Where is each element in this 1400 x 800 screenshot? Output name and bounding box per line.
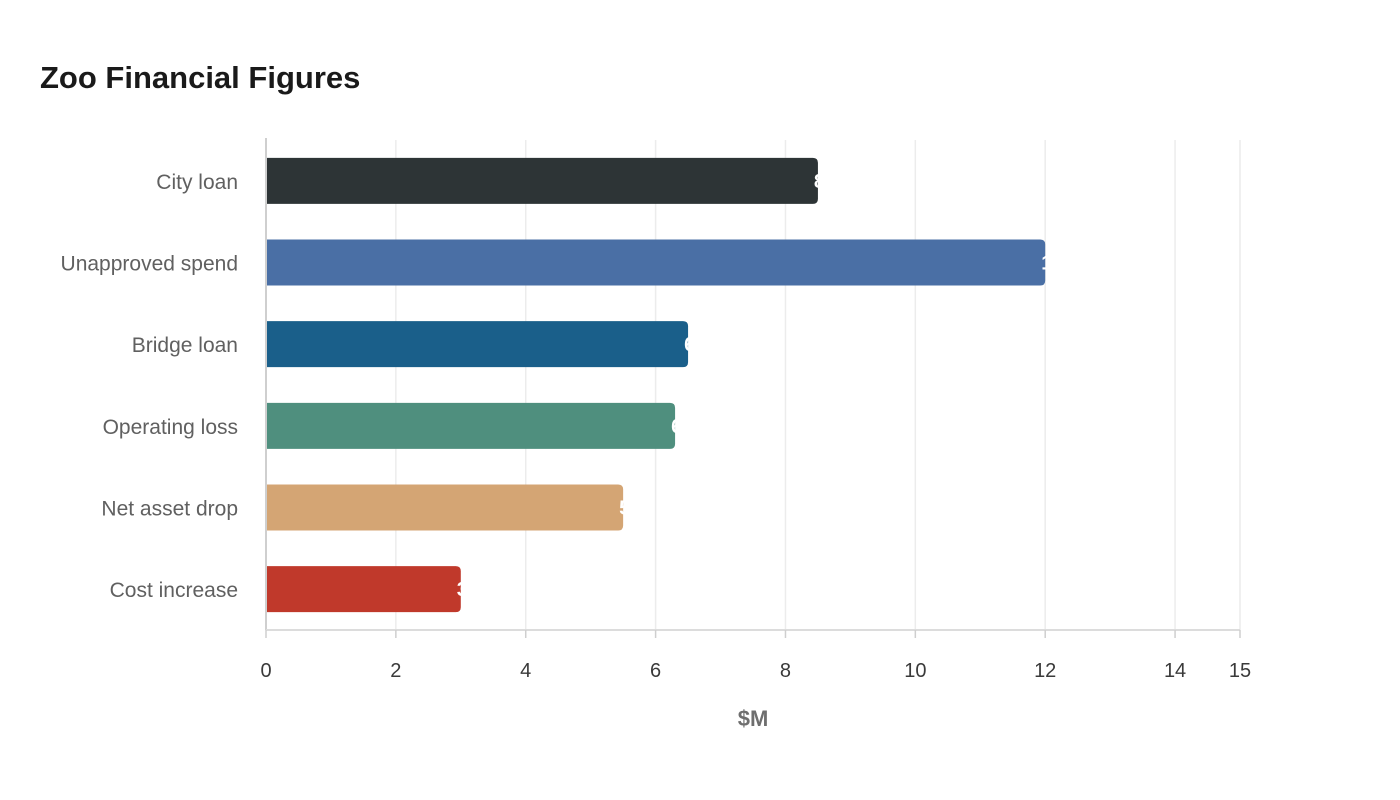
x-tick-label: 2: [390, 660, 401, 682]
category-label: Net asset drop: [101, 498, 238, 521]
bars: [266, 157, 1046, 613]
bar-value-label: 5.5: [619, 498, 647, 520]
bar-value-label: 6.3: [671, 416, 699, 438]
x-tick-label: 8: [780, 660, 791, 682]
x-tick-labels: 0 2 4 6 8 10 12 14 15: [260, 630, 1251, 682]
bar-cost-increase: [266, 566, 461, 613]
category-label: Cost increase: [110, 579, 238, 602]
bar-value-label: 3: [457, 579, 468, 601]
bar-value-labels: 8.5 12 6.5 6.3 5.5 3: [457, 171, 1064, 601]
bar-bridge-loan: [266, 321, 689, 368]
bar-net-asset-drop: [266, 484, 624, 531]
x-axis-title: $M: [738, 706, 769, 731]
category-label: Unapproved spend: [61, 253, 238, 276]
category-label: Operating loss: [103, 416, 238, 439]
bar-unapproved-spend: [266, 239, 1046, 286]
x-tick-label: 10: [904, 660, 926, 682]
axes: [265, 138, 1240, 631]
x-tick-label: 6: [650, 660, 661, 682]
category-label: City loan: [156, 171, 238, 194]
bar-value-label: 8.5: [814, 171, 842, 193]
x-tick-label: 14: [1164, 660, 1186, 682]
x-tick-label: 0: [260, 660, 271, 682]
x-tick-label: 12: [1034, 660, 1056, 682]
bar-value-label: 12: [1041, 253, 1063, 275]
bar-city-loan: [266, 157, 818, 204]
x-tick-label: 4: [520, 660, 531, 682]
bar-operating-loss: [266, 402, 676, 449]
category-label: Bridge loan: [132, 334, 238, 357]
x-tick-label: 15: [1229, 660, 1251, 682]
bar-value-label: 6.5: [684, 334, 712, 356]
gridlines: [395, 140, 1241, 630]
chart-title: Zoo Financial Figures: [40, 60, 361, 95]
category-labels: City loan Unapproved spend Bridge loan Oper…: [61, 171, 238, 602]
